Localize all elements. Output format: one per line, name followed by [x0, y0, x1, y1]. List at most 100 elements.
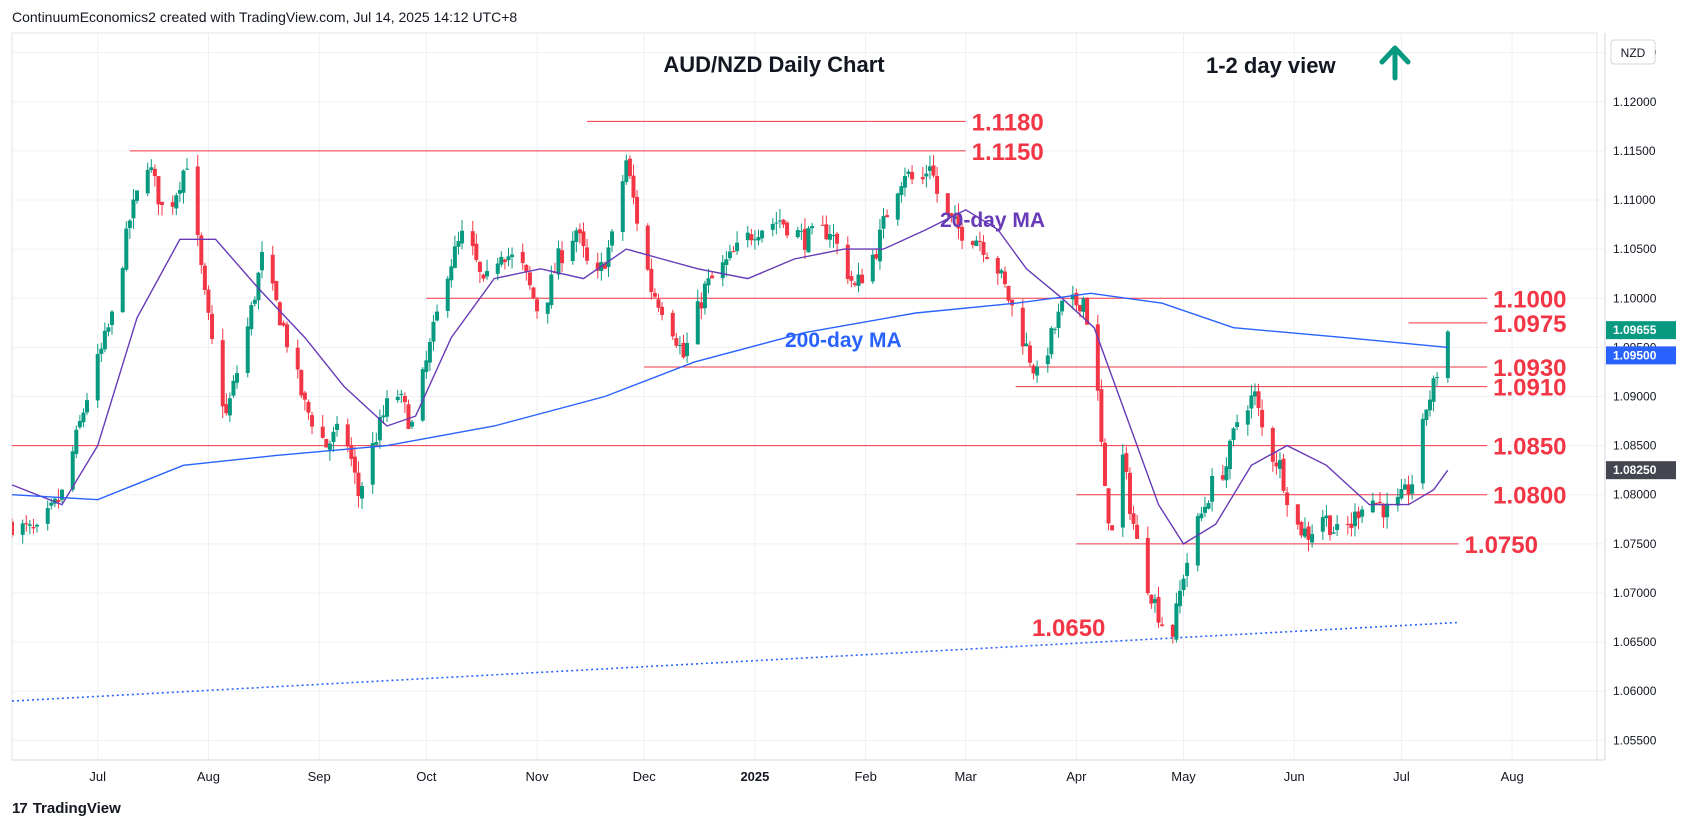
candle-body: [1027, 345, 1032, 363]
candle-body: [627, 158, 632, 176]
grid: [12, 33, 1605, 760]
candle-body: [256, 272, 261, 301]
candle-body: [885, 215, 890, 218]
candle-body: [720, 262, 725, 279]
candle-body: [820, 224, 825, 226]
candle-body: [24, 523, 29, 525]
candle-body: [631, 175, 636, 198]
ma200-annotation: 200-day MA: [785, 329, 902, 352]
candle-body: [1095, 324, 1100, 391]
ma200-line: [12, 292, 1448, 501]
candle-body: [410, 421, 415, 427]
y-tick-label: 1.10000: [1613, 291, 1657, 305]
candle-body: [1035, 366, 1040, 376]
candle-body: [135, 190, 140, 201]
candles: [12, 154, 1450, 644]
x-tick-label: Oct: [416, 769, 437, 784]
candle-body: [1145, 537, 1150, 594]
candle-body: [756, 237, 761, 241]
candle-body: [427, 341, 432, 363]
level-label: 1.1150: [972, 139, 1044, 166]
y-tick-label: 1.06000: [1613, 684, 1657, 698]
candle-body: [595, 262, 600, 271]
candle-body: [1124, 453, 1129, 473]
candle-body: [385, 398, 390, 417]
candle-body: [1181, 578, 1186, 591]
candle-body: [1099, 389, 1104, 442]
candle-body: [1360, 509, 1365, 517]
x-tick-label: Aug: [197, 769, 220, 784]
candle-body: [545, 302, 550, 314]
candle-body: [424, 360, 429, 373]
candle-body: [670, 312, 675, 337]
price-badge-label: 1.09500: [1613, 348, 1657, 362]
candle-body: [1374, 502, 1379, 504]
candle-body: [331, 431, 336, 443]
candle-body: [1249, 395, 1254, 409]
candle-body: [445, 278, 450, 311]
candle-body: [31, 527, 36, 529]
candle-body: [127, 220, 132, 229]
candle-body: [195, 166, 200, 235]
candle-body: [402, 396, 407, 403]
candle-body: [420, 369, 425, 421]
candle-body: [120, 268, 125, 313]
candle-body: [1252, 391, 1257, 397]
price-badge-label: 1.08250: [1613, 463, 1657, 477]
candle-body: [170, 202, 175, 207]
candle-body: [320, 426, 325, 438]
x-tick-label: Sep: [308, 769, 331, 784]
candle-body: [360, 486, 365, 499]
level-label: 1.1000: [1493, 286, 1566, 313]
level-label: 1.0850: [1493, 434, 1566, 461]
candle-body: [931, 165, 936, 176]
x-tick-label: May: [1171, 769, 1196, 784]
candle-body: [774, 222, 779, 224]
candle-body: [827, 234, 832, 240]
low-annotation: 1.0650: [1032, 615, 1105, 642]
candle-body: [849, 276, 854, 281]
candle-body: [60, 489, 65, 500]
candle-body: [324, 438, 329, 448]
candle-body: [1324, 515, 1329, 519]
candle-body: [556, 248, 561, 275]
candle-body: [131, 199, 136, 219]
x-tick-label: Jun: [1284, 769, 1305, 784]
candle-body: [874, 253, 879, 259]
candle-body: [1227, 440, 1232, 470]
candle-body: [906, 171, 911, 174]
candle-body: [695, 301, 700, 345]
candle-body: [1220, 475, 1225, 480]
candle-body: [174, 195, 179, 209]
candle-body: [356, 472, 361, 497]
candle-body: [399, 393, 404, 395]
candle-body: [1431, 378, 1436, 402]
tradingview-mark-icon: 17: [12, 800, 28, 817]
candle-body: [531, 287, 536, 299]
y-tick-label: 1.10500: [1613, 242, 1657, 256]
tradingview-logo[interactable]: 17 TradingView: [12, 800, 121, 817]
candle-body: [895, 193, 900, 220]
candle-body: [527, 272, 532, 286]
candle-body: [160, 201, 165, 205]
candle-body: [1056, 311, 1061, 329]
candle-body: [374, 442, 379, 445]
x-tick-label: Feb: [854, 769, 876, 784]
candle-body: [1235, 422, 1240, 427]
candle-body: [231, 380, 236, 396]
candle-body: [977, 240, 982, 242]
candle-body: [681, 342, 686, 358]
candle-body: [985, 257, 990, 259]
candle-body: [274, 281, 279, 300]
candle-body: [902, 176, 907, 188]
candle-body: [185, 168, 190, 170]
candle-body: [1395, 496, 1400, 506]
candle-body: [206, 289, 211, 313]
candle-body: [724, 259, 729, 265]
candle-body: [435, 311, 440, 321]
candle-body: [1299, 521, 1304, 536]
candle-body: [1160, 624, 1165, 626]
candle-body: [1131, 513, 1136, 524]
candle-body: [277, 302, 282, 326]
